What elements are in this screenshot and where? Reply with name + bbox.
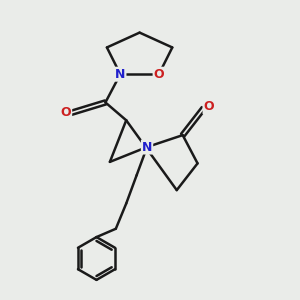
Text: O: O <box>61 106 71 119</box>
Text: N: N <box>142 140 152 154</box>
Text: O: O <box>203 100 214 113</box>
Text: O: O <box>154 68 164 81</box>
Text: N: N <box>115 68 125 81</box>
